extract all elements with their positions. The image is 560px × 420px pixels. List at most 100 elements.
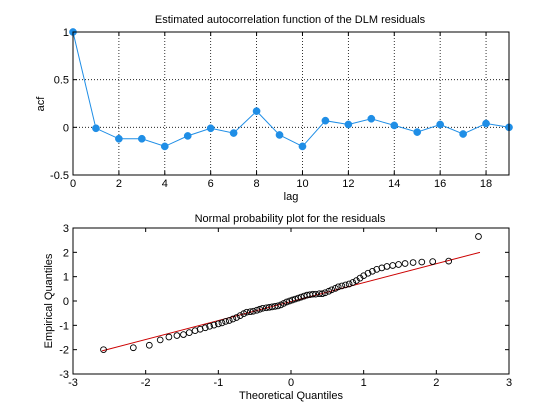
qq-point — [243, 308, 251, 316]
acf-x-tick-label: 0 — [70, 178, 76, 190]
acf-point — [298, 142, 307, 151]
qq-x-tick-label: -2 — [141, 377, 151, 389]
qq-point — [342, 281, 349, 289]
acf-y-tick-label: 0 — [63, 122, 69, 134]
qq-x-label: Theoretical Quantiles — [239, 390, 343, 402]
qq-point — [401, 260, 409, 267]
qq-point — [409, 259, 417, 266]
acf-point — [183, 132, 192, 140]
acf-point — [92, 124, 100, 133]
qq-point — [334, 283, 342, 291]
acf-point — [390, 121, 399, 130]
qq-point — [214, 320, 222, 328]
qq-point — [294, 294, 302, 302]
qq-point — [236, 312, 244, 319]
qq-point — [286, 297, 293, 305]
acf-point — [137, 134, 146, 143]
qq-point — [180, 331, 187, 338]
acf-point — [482, 119, 490, 128]
qq-x-tick-label: 3 — [506, 377, 512, 389]
qq-x-tick-label: 2 — [433, 377, 439, 389]
qq-y-tick-label: -3 — [59, 369, 69, 381]
acf-x-tick-label: 14 — [388, 178, 400, 190]
qq-point — [225, 317, 233, 324]
qq-point — [429, 258, 437, 265]
acf-y-tick-label: -0.5 — [50, 170, 69, 182]
qq-point — [321, 289, 329, 297]
acf-point — [229, 129, 238, 137]
qq-point — [418, 258, 426, 266]
acf-x-tick-label: 16 — [434, 178, 446, 190]
acf-y-tick-label: 1 — [63, 27, 69, 39]
qq-point — [210, 321, 218, 329]
qq-point — [165, 333, 173, 341]
qq-point — [145, 341, 153, 349]
qq-y-tick-label: 2 — [63, 247, 69, 259]
qq-point — [173, 332, 181, 339]
acf-point — [344, 120, 353, 129]
qq-point — [274, 302, 282, 310]
acf-point — [436, 120, 445, 129]
qq-x-tick-label: 0 — [288, 377, 294, 389]
acf-axes-box — [72, 31, 510, 176]
acf-point — [252, 107, 261, 115]
qq-point — [256, 305, 264, 313]
acf-y-tick-label: 0.5 — [54, 75, 69, 87]
qq-point — [253, 306, 261, 314]
acf-point — [115, 134, 123, 143]
acf-x-tick-label: 8 — [254, 178, 260, 190]
qq-axes-box — [72, 227, 510, 375]
acf-series-line — [72, 31, 510, 148]
acf-x-tick-label: 10 — [296, 178, 308, 190]
qq-y-tick-label: -1 — [59, 320, 69, 332]
qq-point — [246, 308, 254, 316]
qq-y-tick-label: 0 — [63, 296, 69, 308]
qq-point — [229, 315, 237, 323]
qq-point — [318, 290, 326, 298]
acf-plot-area — [73, 32, 509, 175]
qq-point — [292, 295, 299, 303]
acf-x-tick-label: 2 — [116, 178, 122, 190]
acf-panel: Estimated autocorrelation function of th… — [35, 14, 513, 203]
qq-y-tick-label: -2 — [59, 345, 69, 357]
qq-y-label: Empirical Quantiles — [43, 253, 55, 348]
qq-point — [222, 318, 229, 325]
acf-x-tick-label: 12 — [342, 178, 354, 190]
acf-point — [275, 131, 284, 139]
qq-point — [249, 307, 257, 315]
acf-ticks: 0 2 4 6 8 10 12 14 16 18-0.500.51 — [50, 27, 509, 190]
qq-title: Normal probability plot for the residual… — [195, 213, 386, 225]
qq-point — [364, 269, 372, 277]
acf-y-label: acf — [35, 96, 47, 112]
acf-point — [160, 142, 169, 151]
acf-series — [69, 28, 513, 151]
qq-point — [156, 336, 164, 344]
qq-point — [201, 324, 209, 332]
acf-point — [206, 124, 215, 133]
qq-point — [349, 279, 357, 286]
acf-x-label: lag — [284, 191, 299, 203]
qq-point — [129, 344, 137, 352]
qq-point — [369, 267, 376, 275]
acf-x-tick-label: 18 — [480, 178, 492, 190]
qq-point — [218, 319, 226, 327]
acf-x-tick-label: 4 — [162, 178, 168, 190]
qq-point — [475, 233, 482, 240]
qq-point — [328, 286, 336, 294]
qq-x-tick-label: -1 — [213, 377, 223, 389]
qq-plot-area — [73, 228, 509, 374]
qq-point — [395, 261, 402, 268]
qq-point — [289, 296, 296, 304]
qq-series — [100, 233, 482, 354]
acf-point — [413, 128, 422, 136]
qq-reference-line — [101, 251, 481, 352]
qq-point — [309, 290, 317, 298]
qq-point — [297, 293, 305, 301]
qq-panel: Normal probability plot for the residual… — [43, 213, 512, 402]
qq-point — [233, 314, 240, 321]
qq-point — [445, 257, 453, 265]
qq-point — [185, 329, 193, 336]
qq-reference-line-group — [101, 251, 481, 352]
acf-point — [321, 116, 330, 125]
qq-y-tick-label: 3 — [63, 223, 69, 235]
